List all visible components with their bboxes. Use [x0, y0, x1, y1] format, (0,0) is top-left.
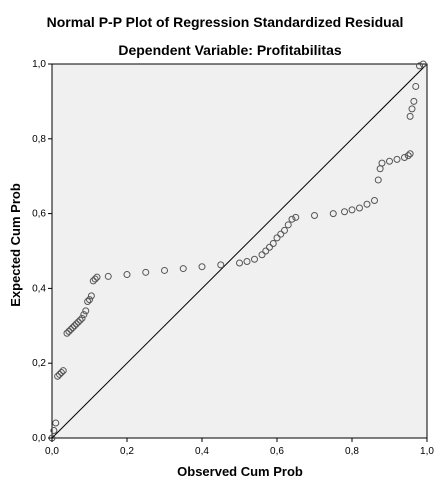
data-point	[80, 311, 88, 319]
data-point	[329, 210, 337, 218]
data-point	[78, 314, 86, 322]
data-point	[374, 176, 382, 184]
data-point	[262, 247, 270, 255]
data-point	[251, 255, 258, 263]
data-point	[63, 329, 71, 337]
data-point	[217, 261, 225, 269]
data-point	[281, 226, 288, 234]
data-point	[74, 318, 82, 326]
data-point	[393, 155, 401, 163]
data-point	[348, 206, 356, 214]
data-point	[412, 82, 420, 90]
data-point	[54, 372, 62, 380]
data-point	[266, 243, 273, 251]
data-point	[356, 204, 363, 212]
y-axis-title: Expected Cum Prob	[8, 183, 23, 307]
data-point	[341, 208, 348, 216]
x-tick-label: 0,2	[120, 446, 134, 457]
data-point	[161, 266, 168, 274]
data-point	[401, 154, 408, 161]
y-tick-label: 0,4	[32, 283, 46, 294]
x-axis-title: Observed Cum Prob	[177, 464, 303, 479]
data-point	[404, 152, 412, 160]
data-point	[243, 257, 251, 265]
data-points	[48, 60, 427, 442]
data-point	[86, 296, 93, 304]
x-tick-label: 0,4	[195, 446, 209, 457]
y-tick-label: 0,2	[32, 358, 46, 369]
data-point	[59, 367, 67, 375]
data-point	[416, 62, 423, 70]
data-point	[277, 230, 285, 238]
x-axis-ticks: 0,0 0,2 0,4 0,6 0,8 1,0	[45, 438, 434, 457]
x-tick-label: 0,6	[270, 446, 284, 457]
data-point	[406, 112, 414, 120]
data-point	[236, 259, 243, 267]
data-point	[406, 150, 414, 158]
y-tick-label: 1,0	[32, 59, 46, 70]
chart-subtitle: Dependent Variable: Profitabilitas	[118, 42, 341, 58]
data-point	[258, 251, 266, 259]
data-point	[179, 265, 187, 273]
data-point	[67, 326, 75, 334]
y-axis-ticks: 0,0 0,2 0,4 0,6 0,8 1,0	[32, 59, 52, 444]
data-point	[410, 97, 418, 105]
data-point	[142, 268, 150, 276]
data-point	[378, 159, 386, 167]
data-point	[84, 297, 92, 305]
data-point	[269, 240, 277, 248]
x-tick-label: 0,8	[345, 446, 359, 457]
data-point	[87, 292, 95, 300]
y-tick-label: 0,6	[32, 209, 46, 220]
data-point	[292, 213, 300, 221]
data-point	[386, 157, 393, 165]
data-point	[273, 234, 281, 242]
data-point	[69, 324, 77, 332]
data-point	[123, 271, 131, 279]
data-point	[65, 327, 73, 335]
data-point	[76, 316, 84, 324]
data-point	[57, 369, 65, 377]
data-point	[284, 221, 292, 229]
data-point	[89, 277, 97, 285]
x-tick-label: 1,0	[420, 446, 434, 457]
data-point	[288, 215, 296, 223]
x-tick-label: 0,0	[45, 446, 59, 457]
data-point	[311, 211, 318, 219]
data-point	[408, 105, 416, 113]
data-point	[93, 273, 101, 281]
reference-diagonal-line	[51, 63, 428, 439]
y-tick-label: 0,0	[32, 433, 46, 444]
data-point	[371, 197, 378, 205]
y-tick-label: 0,8	[32, 134, 46, 145]
data-point	[198, 263, 206, 271]
data-point	[56, 370, 63, 378]
data-point	[419, 60, 427, 68]
data-point	[82, 307, 90, 315]
data-point	[72, 320, 80, 328]
data-point	[50, 427, 58, 435]
data-point	[363, 200, 371, 208]
data-point	[52, 419, 60, 427]
data-point	[91, 275, 99, 283]
data-point	[104, 272, 112, 280]
chart-title: Normal P-P Plot of Regression Standardiz…	[47, 14, 404, 30]
data-point	[71, 322, 78, 330]
